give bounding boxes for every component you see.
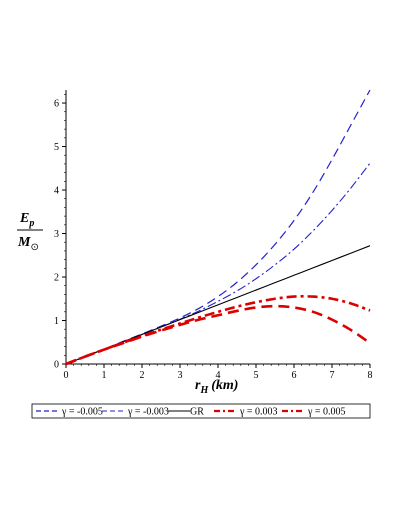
x-tick-label: 7 <box>330 370 335 381</box>
y-tick-label: 6 <box>54 99 59 110</box>
legend-label-2: γ = -0.003 <box>127 407 169 418</box>
legend-label-5: γ = 0.005 <box>307 407 346 418</box>
y-tick-label: 2 <box>54 273 59 284</box>
legend-label-3: GR <box>190 407 204 418</box>
y-tick-label: 3 <box>54 229 59 240</box>
axes: 0 1 2 3 4 5 6 7 8 0 1 2 3 4 5 6 <box>54 90 373 381</box>
x-axis-label: rH (km) <box>195 378 238 396</box>
y-tick-label: 1 <box>54 316 59 327</box>
series-layer <box>65 89 371 366</box>
y-label-den-sub: ⊙ <box>30 242 38 253</box>
x-tick-label: 2 <box>140 370 145 381</box>
x-label-main: r <box>195 378 201 393</box>
y-label-den-main: M <box>17 235 31 250</box>
y-tick-label: 5 <box>54 142 59 153</box>
series-line-5 <box>65 304 371 366</box>
x-tick-label: 6 <box>292 370 297 381</box>
legend-label-1: γ = -0.005 <box>61 407 103 418</box>
x-tick-label: 3 <box>178 370 183 381</box>
x-tick-label: 4 <box>216 370 221 381</box>
legend: γ = -0.005 γ = -0.003 GR γ = 0.003 γ = 0.005 <box>31 403 371 419</box>
x-tick-label: 0 <box>64 370 69 381</box>
svg-text:rH(km): rH (km) <box>195 378 238 396</box>
legend-box <box>31 403 371 419</box>
y-tick-label: 0 <box>54 360 59 371</box>
legend-label-4: γ = 0.003 <box>239 407 278 418</box>
y-axis-label: Ep M⊙ <box>17 211 43 253</box>
x-tick-label: 8 <box>368 370 373 381</box>
x-tick-label: 5 <box>254 370 259 381</box>
x-tick-label: 1 <box>102 370 107 381</box>
svg-text:M⊙: M⊙ <box>17 235 39 253</box>
y-label-num-sub: p <box>28 218 34 229</box>
svg-text:Ep: Ep <box>19 211 34 229</box>
series-line-4 <box>65 295 371 366</box>
x-label-unit: (km) <box>211 378 238 393</box>
x-label-sub: H <box>199 385 209 396</box>
y-tick-label: 4 <box>54 186 59 197</box>
y-label-num-main: E <box>19 211 29 226</box>
series-line-1 <box>65 89 371 365</box>
